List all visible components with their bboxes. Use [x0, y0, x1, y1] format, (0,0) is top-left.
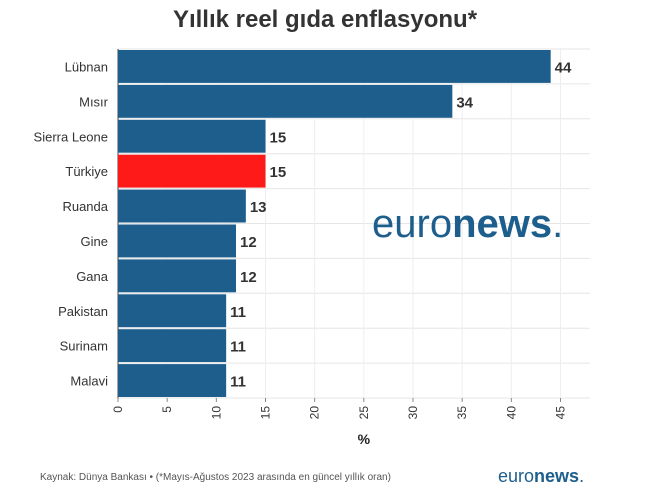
euronews-logo: euronews. — [498, 466, 585, 486]
x-axis-label: % — [358, 431, 371, 447]
category-label: Mısır — [79, 94, 109, 109]
x-tick-label: 25 — [357, 406, 371, 420]
chart-title: Yıllık reel gıda enflasyonu* — [172, 6, 478, 33]
x-tick-label: 10 — [209, 406, 223, 420]
x-tick-label: 15 — [259, 406, 273, 420]
value-label: 13 — [250, 199, 267, 216]
euronews-logo-watermark: euronews. — [372, 202, 564, 246]
x-tick-label: 30 — [406, 406, 420, 420]
bar — [118, 259, 236, 293]
bar — [118, 84, 453, 118]
x-tick-label: 0 — [111, 406, 125, 413]
value-label: 11 — [230, 304, 246, 321]
bar — [118, 154, 266, 188]
category-label: Surinam — [60, 339, 108, 354]
bar — [118, 224, 236, 258]
category-label: Türkiye — [65, 164, 108, 179]
value-label: 12 — [240, 234, 257, 251]
category-label: Gine — [81, 234, 108, 249]
value-label: 12 — [240, 269, 257, 286]
value-label: 15 — [270, 129, 287, 146]
x-tick-label: 40 — [504, 406, 518, 420]
x-tick-label: 45 — [554, 406, 568, 420]
category-label: Sierra Leone — [34, 129, 108, 144]
category-label: Malavi — [70, 374, 108, 389]
category-label: Lübnan — [65, 59, 108, 74]
category-label: Pakistan — [58, 304, 108, 319]
value-label: 11 — [230, 374, 246, 391]
value-label: 44 — [555, 59, 572, 76]
value-label: 11 — [230, 339, 246, 356]
bar — [118, 329, 227, 363]
category-label: Gana — [76, 269, 109, 284]
category-label: Ruanda — [62, 199, 108, 214]
bar — [118, 119, 266, 153]
x-tick-label: 20 — [308, 406, 322, 420]
source-footnote: Kaynak: Dünya Bankası • (*Mayıs-Ağustos … — [40, 472, 391, 483]
value-label: 34 — [456, 94, 473, 111]
x-tick-label: 5 — [160, 406, 174, 413]
bar — [118, 294, 227, 328]
bar — [118, 364, 227, 397]
x-tick-label: 35 — [455, 406, 469, 420]
bar — [118, 189, 246, 223]
bar — [118, 50, 551, 83]
value-label: 15 — [270, 164, 287, 181]
